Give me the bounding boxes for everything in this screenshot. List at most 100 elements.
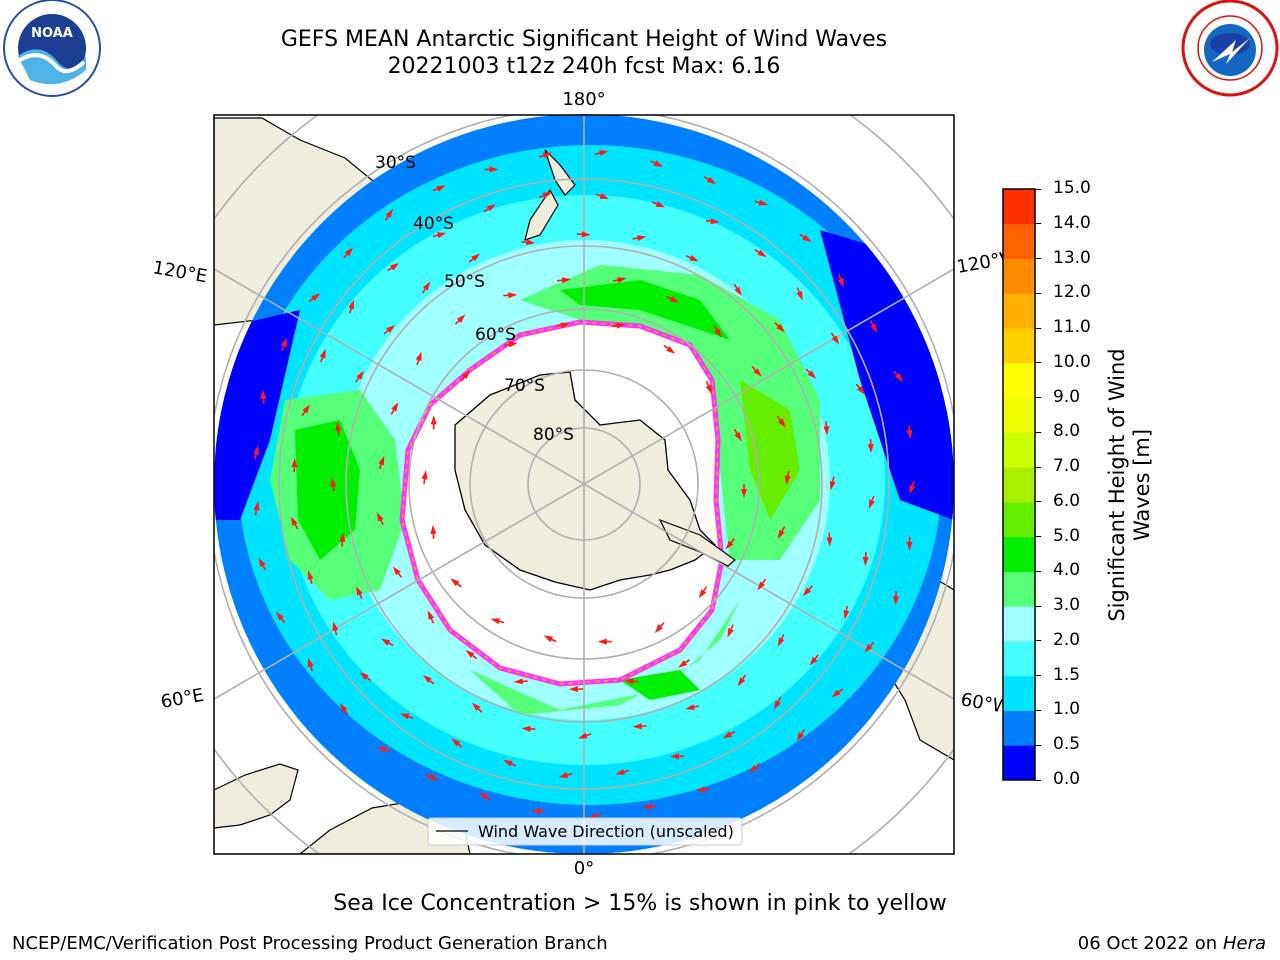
wave-arrow-head: [637, 235, 647, 241]
wave-arrow-head: [425, 774, 435, 781]
colorbar-segment: [1003, 536, 1035, 572]
wave-arrow-head: [253, 501, 260, 511]
wave-arrow-head: [339, 703, 348, 713]
colorbar-tick-label: 0.5: [1053, 734, 1081, 755]
colorbar-segment: [1003, 606, 1035, 642]
colorbar-tick-label: 8.0: [1053, 421, 1081, 442]
wave-arrow-head: [359, 672, 369, 680]
colorbar-segment: [1003, 397, 1035, 433]
colorbar-label: Significant Height of Wind Waves [m]: [1105, 348, 1155, 621]
wave-arrow-head: [776, 323, 785, 333]
wave-arrow-head: [307, 657, 314, 668]
lon-label-120e: 120°E: [151, 257, 209, 287]
wave-arrow-head: [344, 247, 354, 257]
map-legend: Wind Wave Direction (unscaled): [427, 817, 743, 846]
map-title: GEFS MEAN Antarctic Significant Height o…: [280, 27, 888, 52]
wave-arrow-head: [588, 812, 598, 819]
colorbar-tick-mark: [1035, 397, 1041, 399]
land-top-right: [830, 115, 954, 200]
colorbar-segment: [1003, 710, 1035, 746]
colorbar-tick-label: 9.0: [1053, 386, 1081, 407]
wave-arrow-head: [642, 803, 652, 810]
wave-arrow-head: [895, 373, 904, 382]
lat-label-70s: 70°S: [504, 376, 545, 396]
colorbar-tick-mark: [1035, 292, 1041, 294]
colorbar-segment: [1003, 328, 1035, 364]
wave-arrow-head: [698, 589, 707, 599]
wave-arrow-head: [857, 386, 866, 395]
colorbar-tick-mark: [1035, 501, 1041, 503]
lon-label-60e: 60°E: [159, 685, 205, 713]
wave-arrow-head: [632, 723, 642, 730]
wave-arrow-head: [599, 193, 610, 199]
colorbar-segment: [1003, 675, 1035, 711]
colorbar-tick-mark: [1035, 640, 1041, 642]
wave-arrow-head: [906, 429, 913, 440]
wave-arrow-head: [823, 426, 830, 436]
wave-arrow-head: [737, 677, 746, 687]
colorbar-tick-mark: [1035, 570, 1041, 572]
wind-wave-arrows: [253, 150, 916, 819]
wave-arrow-head: [678, 660, 688, 668]
wave-arrow-head: [734, 431, 742, 442]
wave-arrow-head: [705, 384, 712, 395]
wave-arrow-head: [513, 678, 523, 685]
wave-arrow-head: [531, 808, 541, 815]
wave-arrow-head: [319, 349, 326, 359]
wave-arrow-head: [400, 713, 410, 720]
wave-arrow-head: [741, 489, 747, 498]
wave-arrow-head: [615, 769, 625, 775]
colorbar-tick-label: 0.0: [1053, 769, 1081, 789]
wave-arrow-head: [569, 686, 578, 693]
colorbar-segment: [1003, 745, 1035, 781]
noaa-wordmark: NOAA: [31, 26, 73, 41]
wave-arrow-head: [290, 516, 298, 526]
wave-arrow-head: [774, 700, 781, 710]
wave-arrow-head: [706, 176, 716, 185]
wave-arrow-head: [526, 239, 536, 246]
wave-arrow-head: [330, 477, 337, 487]
wave-arrow-head: [376, 746, 387, 753]
wave-arrow-head: [291, 458, 298, 468]
colorbar-label-line1: Significant Height of Wind: [1105, 348, 1129, 622]
wave-arrow-head: [489, 166, 499, 173]
wave-arrow-head: [378, 455, 385, 466]
sea-ice-note: Sea Ice Concentration > 15% is shown in …: [333, 891, 947, 916]
wave-arrow-head: [560, 322, 570, 329]
colorbar-segment: [1003, 432, 1035, 468]
wave-arrow-head: [427, 610, 435, 620]
wave-arrow-head: [867, 444, 874, 454]
colorbar-tick-label: 13.0: [1053, 247, 1091, 268]
colorbar-tick-mark: [1035, 605, 1041, 607]
colorbar-tick-label: 10.0: [1053, 351, 1091, 372]
wave-arrow-head: [260, 389, 267, 399]
credit-branch: NCEP/EMC/Verification Post Processing Pr…: [12, 933, 608, 954]
wave-arrow-head: [778, 418, 786, 428]
colorbar-tick-mark: [1035, 327, 1041, 329]
wave-arrow-head: [339, 532, 346, 542]
wave-arrow-head: [462, 370, 470, 379]
wave-arrow-head: [831, 689, 841, 698]
wave-arrow-head: [436, 232, 447, 239]
colorbar-tick-label: 15.0: [1053, 178, 1091, 198]
wave-arrow-head: [906, 541, 913, 551]
wave-arrow-head: [655, 201, 666, 208]
wave-arrow-head: [685, 704, 695, 710]
colorbar-tick-mark: [1035, 258, 1041, 260]
colorbar-tick-mark: [1035, 431, 1041, 433]
wave-arrow-head: [725, 540, 734, 550]
wave-arrow-head: [311, 293, 321, 302]
colorbar-segment: [1003, 640, 1035, 677]
map-frame: [213, 114, 955, 855]
lon-label-0: 0°: [574, 858, 594, 879]
wave-arrow-head: [332, 621, 339, 631]
wave-arrow-head: [436, 185, 446, 192]
wave-arrow-head: [422, 281, 431, 291]
wave-arrow-head: [430, 524, 437, 534]
wave-arrow-head: [356, 370, 365, 380]
wave-arrow-head: [757, 249, 767, 258]
colorbar-segment: [1003, 501, 1035, 538]
wave-arrow-head: [479, 792, 488, 800]
wave-arrow-head: [734, 286, 742, 296]
wave-arrow-head: [390, 263, 400, 271]
